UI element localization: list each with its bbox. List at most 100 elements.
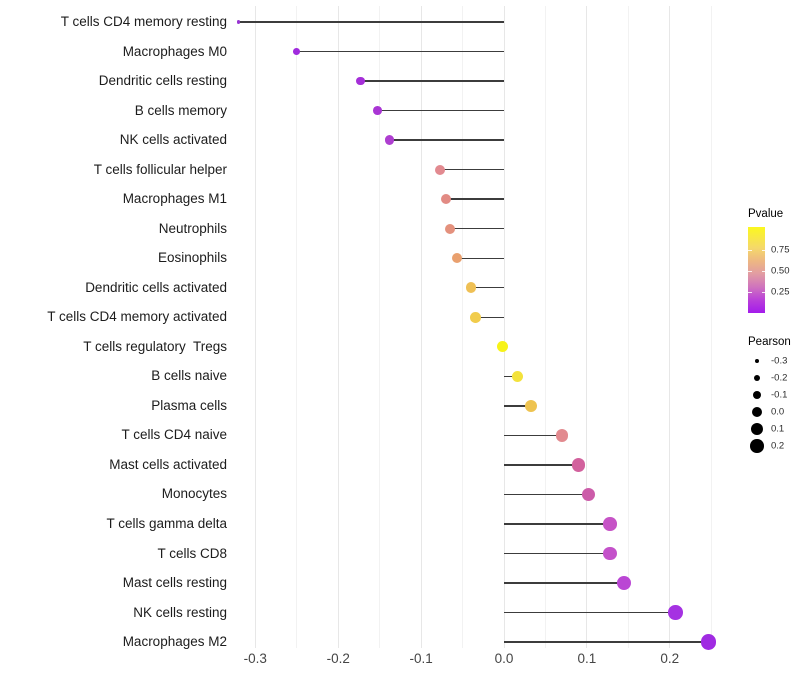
gridline-x-minor — [296, 6, 298, 648]
pvalue-tick-label: 0.75 — [771, 244, 790, 256]
pearson-legend-label: -0.3 — [771, 355, 788, 367]
lollipop-stem — [440, 168, 504, 171]
lollipop-stem — [504, 375, 518, 378]
lollipop-dot — [465, 282, 477, 294]
category-label: T cells gamma delta — [106, 516, 227, 531]
pvalue-bar-tick — [748, 250, 752, 251]
pearson-legend-dot — [752, 390, 762, 400]
category-label: NK cells activated — [119, 132, 227, 148]
category-label: Monocytes — [161, 486, 227, 502]
pearson-legend-dot — [750, 439, 764, 453]
lollipop-dot — [445, 223, 456, 234]
gridline-x-major — [586, 6, 588, 648]
x-axis-tick-label: -0.3 — [243, 651, 267, 666]
lollipop-stem — [445, 198, 504, 200]
lollipop-stem — [389, 139, 505, 141]
lollipop-dot — [384, 135, 395, 145]
pvalue-tick-label: 0.25 — [771, 286, 790, 298]
category-label: Plasma cells — [151, 397, 227, 413]
lollipop-dot — [525, 399, 538, 412]
category-label: T cells CD4 memory resting — [60, 14, 227, 29]
gridline-x-major — [337, 6, 339, 648]
lollipop-stem — [475, 316, 504, 318]
lollipop-stem — [238, 21, 504, 23]
lollipop-dot — [581, 487, 596, 502]
lollipop-stem — [504, 434, 563, 437]
gridline-x-minor — [462, 6, 464, 648]
pvalue-bar-tick — [748, 271, 752, 272]
lollipop-dot — [496, 341, 508, 353]
category-label: T cells CD8 — [157, 545, 227, 561]
lollipop-stem — [456, 257, 504, 259]
category-label: Dendritic cells activated — [85, 279, 227, 295]
lollipop-dot — [555, 429, 569, 442]
pearson-legend-title: Pearson — [748, 336, 791, 348]
gridline-x-minor — [627, 6, 629, 648]
pearson-legend-label: -0.2 — [771, 372, 788, 384]
pearson-legend-label: 0.1 — [771, 423, 785, 435]
gridline-x-major — [254, 6, 256, 648]
lollipop-stem — [504, 552, 611, 555]
category-label: Eosinophils — [157, 250, 227, 266]
lollipop-dot — [668, 605, 683, 620]
category-label: Neutrophils — [158, 220, 227, 236]
pearson-legend-label: 0.0 — [771, 406, 785, 418]
pvalue-bar-tick — [748, 292, 752, 293]
lollipop-stem — [377, 109, 504, 112]
category-label: B cells naive — [151, 368, 227, 384]
lollipop-dot — [356, 76, 365, 86]
lollipop-stem — [504, 464, 579, 466]
lollipop-stem — [504, 582, 625, 584]
category-label: B cells memory — [134, 102, 227, 118]
lollipop-dot — [701, 634, 717, 650]
category-label: Mast cells activated — [109, 456, 227, 472]
lollipop-dot — [603, 546, 617, 561]
lollipop-dot — [435, 164, 446, 175]
category-label: T cells follicular helper — [93, 161, 227, 177]
lollipop-dot — [236, 20, 241, 24]
lollipop-dot — [451, 253, 462, 264]
x-axis-tick-label: -0.1 — [409, 651, 433, 666]
pvalue-bar-tick — [761, 271, 765, 272]
pearson-legend-dot — [751, 423, 763, 435]
pearson-legend-dot — [751, 406, 763, 418]
category-label: Macrophages M2 — [122, 634, 227, 650]
lollipop-dot — [440, 194, 451, 205]
gridline-x-major — [420, 6, 422, 648]
pearson-legend-label: 0.2 — [771, 440, 785, 452]
lollipop-stem — [504, 611, 676, 614]
pvalue-bar-tick — [761, 292, 765, 293]
pearson-legend-dot — [753, 374, 761, 382]
gridline-x-minor — [379, 6, 381, 648]
lollipop-dot — [603, 517, 617, 531]
category-label: T cells regulatory Tregs — [83, 338, 227, 354]
lollipop-dot — [511, 370, 523, 382]
lollipop-dot — [372, 106, 382, 115]
lollipop-dot — [571, 458, 586, 472]
pvalue-gradient-bar — [748, 227, 765, 313]
lollipop-stem — [504, 493, 589, 496]
pearson-legend-label: -0.1 — [771, 389, 788, 401]
lollipop-stem — [296, 50, 504, 53]
x-axis-tick-label: 0.1 — [577, 651, 597, 666]
category-label: Mast cells resting — [122, 575, 227, 591]
category-label: NK cells resting — [133, 604, 227, 620]
category-label: Macrophages M0 — [122, 43, 227, 59]
pearson-legend-dot — [755, 359, 759, 363]
category-label: Dendritic cells resting — [98, 73, 227, 89]
pvalue-bar-tick — [761, 250, 765, 251]
pvalue-legend-title: Pvalue — [748, 208, 784, 220]
x-axis-tick-label: 0.2 — [660, 651, 680, 666]
gridline-x-major — [669, 6, 671, 648]
x-axis-tick-label: 0.0 — [494, 651, 514, 666]
category-label: T cells CD4 memory activated — [47, 309, 227, 325]
lollipop-stem — [470, 287, 504, 289]
lollipop-dot — [293, 48, 301, 55]
category-label: T cells CD4 naive — [121, 427, 227, 443]
gridline-x-major — [503, 6, 505, 648]
gridline-x-minor — [710, 6, 712, 648]
category-label: Macrophages M1 — [122, 191, 227, 207]
lollipop-stem — [360, 80, 504, 82]
lollipop-stem — [450, 228, 504, 230]
